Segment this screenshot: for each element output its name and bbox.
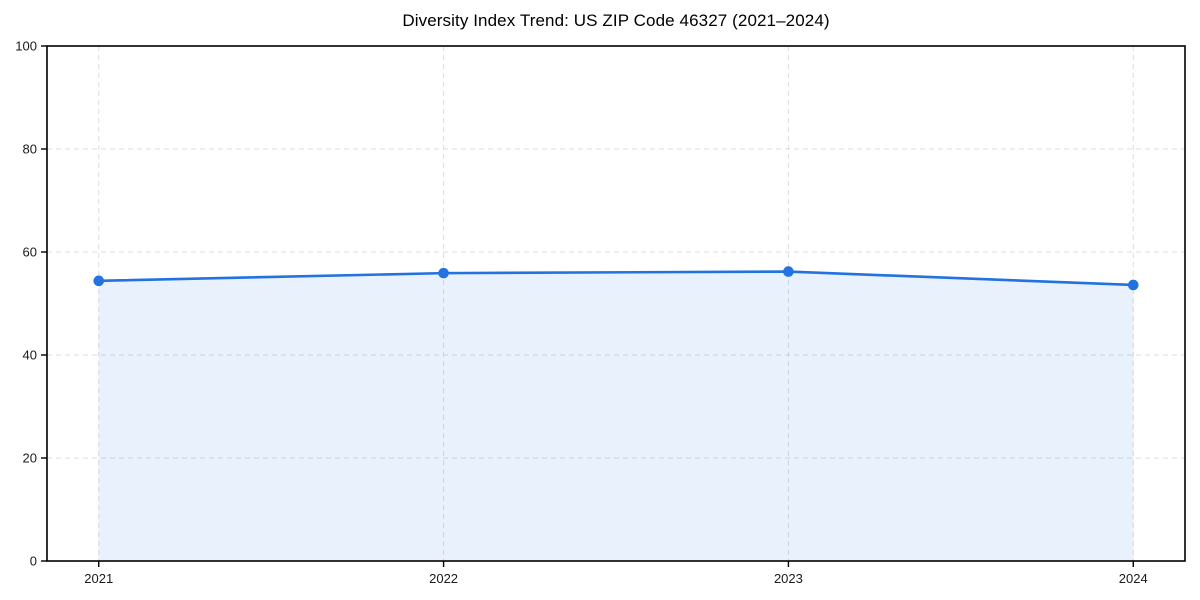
x-tick-label: 2023 [774, 571, 803, 586]
axis-ticks [41, 45, 1134, 567]
y-tick-label: 100 [15, 39, 37, 54]
data-point-marker [1127, 279, 1139, 291]
y-tick-label: 60 [23, 245, 37, 260]
y-tick-label: 40 [23, 348, 37, 363]
y-tick-label: 80 [23, 142, 37, 157]
x-tick-label: 2022 [429, 571, 458, 586]
trend-line [97, 270, 1135, 287]
area-fill [98, 271, 1134, 561]
y-tick-label: 0 [30, 554, 37, 569]
axes-frame [46, 45, 1186, 562]
x-tick-label: 2024 [1119, 571, 1148, 586]
data-point-marker [93, 275, 105, 287]
data-points [93, 266, 1139, 291]
axis-tick-labels: 0 20 40 60 80 100 2021 2022 2023 2024 [15, 39, 1147, 587]
y-tick-label: 20 [23, 451, 37, 466]
gridlines [47, 46, 1185, 561]
chart-title: Diversity Index Trend: US ZIP Code 46327… [402, 11, 830, 30]
data-point-marker [783, 266, 794, 277]
data-point-marker [438, 267, 449, 279]
x-tick-label: 2021 [84, 571, 113, 586]
